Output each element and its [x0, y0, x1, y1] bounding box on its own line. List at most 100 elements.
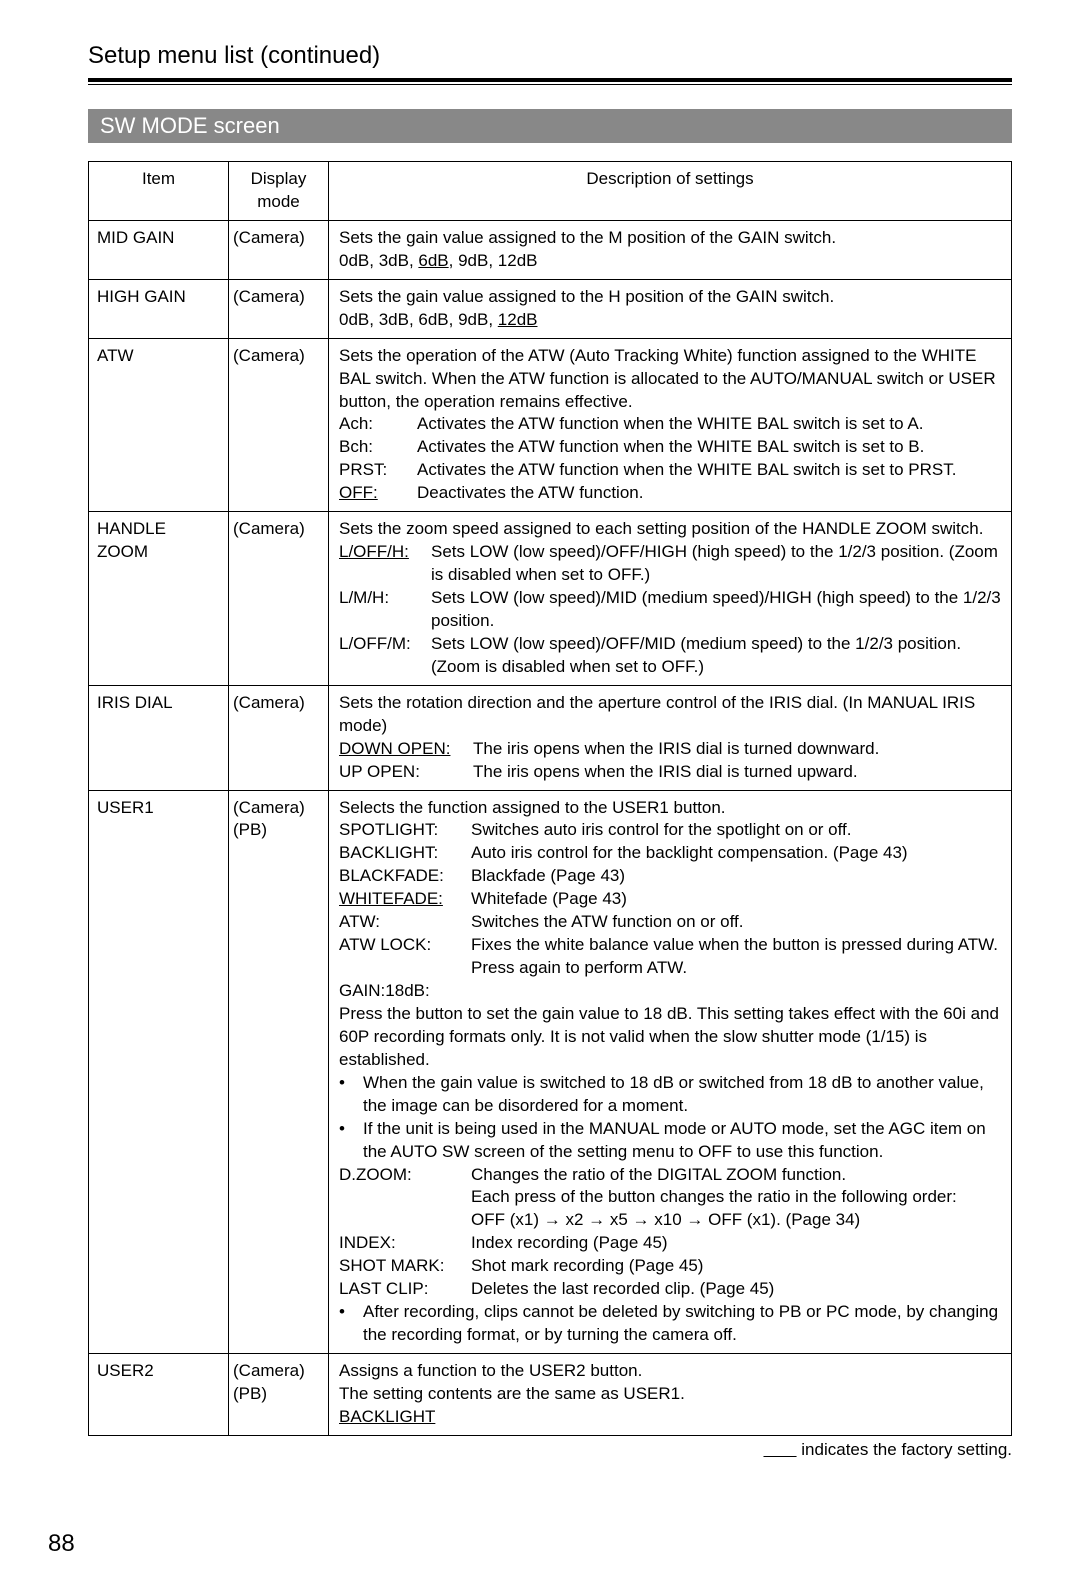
desc-val: After recording, clips cannot be deleted…	[363, 1301, 1001, 1347]
cell-item: MID GAIN	[89, 220, 229, 279]
desc-key: Ach:	[339, 413, 417, 436]
desc-val: If the unit is being used in the MANUAL …	[363, 1118, 1001, 1164]
desc-val: Switches the ATW function on or off.	[471, 911, 1001, 934]
desc-key: SPOTLIGHT:	[339, 819, 471, 842]
col-desc: Description of settings	[329, 162, 1012, 221]
desc-kv-row: D.ZOOM:Changes the ratio of the DIGITAL …	[339, 1164, 1001, 1187]
desc-key: WHITEFADE:	[339, 888, 471, 911]
desc-val: Shot mark recording (Page 45)	[471, 1255, 1001, 1278]
desc-kv-row: BACKLIGHT:Auto iris control for the back…	[339, 842, 1001, 865]
desc-val: Whitefade (Page 43)	[471, 888, 1001, 911]
footer-note: indicates the factory setting.	[88, 1440, 1012, 1460]
desc-kv-row: OFF (x1) → x2 → x5 → x10 → OFF (x1). (Pa…	[339, 1209, 1001, 1232]
desc-kv-row: SHOT MARK:Shot mark recording (Page 45)	[339, 1255, 1001, 1278]
desc-key: BLACKFADE:	[339, 865, 471, 888]
cell-mode: (Camera)	[229, 220, 329, 279]
desc-val: Activates the ATW function when the WHIT…	[417, 436, 1001, 459]
page-number: 88	[48, 1530, 1012, 1558]
desc-kv-row: PRST:Activates the ATW function when the…	[339, 459, 1001, 482]
table-body: MID GAIN(Camera)Sets the gain value assi…	[89, 220, 1012, 1435]
cell-item: ATW	[89, 338, 229, 512]
table-row: ATW(Camera)Sets the operation of the ATW…	[89, 338, 1012, 512]
col-item: Item	[89, 162, 229, 221]
desc-key: SHOT MARK:	[339, 1255, 471, 1278]
desc-kv-row: Each press of the button changes the rat…	[339, 1186, 1001, 1209]
desc-val: OFF (x1) → x2 → x5 → x10 → OFF (x1). (Pa…	[471, 1209, 1001, 1232]
desc-key: DOWN OPEN:	[339, 738, 473, 761]
desc-val: The iris opens when the IRIS dial is tur…	[473, 761, 1001, 784]
desc-kv-row: L/OFF/H:Sets LOW (low speed)/OFF/HIGH (h…	[339, 541, 1001, 587]
desc-kv-row: Ach:Activates the ATW function when the …	[339, 413, 1001, 436]
desc-line: Sets the gain value assigned to the M po…	[339, 227, 1001, 250]
col-mode: Display mode	[229, 162, 329, 221]
footer-blank	[763, 1440, 796, 1459]
table-header-row: Item Display mode Description of setting…	[89, 162, 1012, 221]
cell-item: USER1	[89, 790, 229, 1354]
desc-line: The setting contents are the same as USE…	[339, 1383, 1001, 1406]
desc-key: Bch:	[339, 436, 417, 459]
cell-mode: (Camera)	[229, 685, 329, 790]
cell-desc: Assigns a function to the USER2 button.T…	[329, 1354, 1012, 1436]
desc-kv-row: ATW LOCK:Fixes the white balance value w…	[339, 934, 1001, 980]
desc-key: L/OFF/M:	[339, 633, 431, 679]
desc-line: 0dB, 3dB, 6dB, 9dB, 12dB	[339, 250, 1001, 273]
desc-val: Sets LOW (low speed)/MID (medium speed)/…	[431, 587, 1001, 633]
settings-table: Item Display mode Description of setting…	[88, 161, 1012, 1436]
section-heading: SW MODE screen	[88, 109, 1012, 143]
desc-line: Assigns a function to the USER2 button.	[339, 1360, 1001, 1383]
desc-key	[339, 1186, 471, 1209]
cell-mode: (Camera) (PB)	[229, 790, 329, 1354]
desc-key: •	[339, 1301, 363, 1347]
cell-desc: Sets the gain value assigned to the M po…	[329, 220, 1012, 279]
cell-desc: Sets the operation of the ATW (Auto Trac…	[329, 338, 1012, 512]
table-row: HANDLE ZOOM(Camera)Sets the zoom speed a…	[89, 512, 1012, 686]
desc-line: Press the button to set the gain value t…	[339, 1003, 1001, 1072]
desc-key: •	[339, 1072, 363, 1118]
desc-kv-row: WHITEFADE:Whitefade (Page 43)	[339, 888, 1001, 911]
desc-key: INDEX:	[339, 1232, 471, 1255]
table-row: IRIS DIAL(Camera)Sets the rotation direc…	[89, 685, 1012, 790]
document-page: Setup menu list (continued) SW MODE scre…	[0, 0, 1080, 1588]
cell-mode: (Camera)	[229, 338, 329, 512]
desc-line: BACKLIGHT	[339, 1406, 1001, 1429]
desc-val: Fixes the white balance value when the b…	[471, 934, 1001, 980]
rule-thin	[88, 84, 1012, 85]
desc-line: Sets the rotation direction and the aper…	[339, 692, 1001, 738]
desc-key: •	[339, 1118, 363, 1164]
table-row: USER1(Camera) (PB)Selects the function a…	[89, 790, 1012, 1354]
desc-kv-row: Bch:Activates the ATW function when the …	[339, 436, 1001, 459]
desc-val: Auto iris control for the backlight comp…	[471, 842, 1001, 865]
page-title: Setup menu list (continued)	[88, 42, 1012, 70]
desc-kv-row: ATW:Switches the ATW function on or off.	[339, 911, 1001, 934]
desc-key: OFF:	[339, 482, 417, 505]
desc-line: Sets the operation of the ATW (Auto Trac…	[339, 345, 1001, 414]
cell-mode: (Camera)	[229, 512, 329, 686]
desc-line: Sets the gain value assigned to the H po…	[339, 286, 1001, 309]
desc-kv-row: DOWN OPEN:The iris opens when the IRIS d…	[339, 738, 1001, 761]
desc-kv-row: •If the unit is being used in the MANUAL…	[339, 1118, 1001, 1164]
cell-desc: Sets the zoom speed assigned to each set…	[329, 512, 1012, 686]
desc-key: BACKLIGHT:	[339, 842, 471, 865]
desc-val: Sets LOW (low speed)/OFF/MID (medium spe…	[431, 633, 1001, 679]
desc-key: UP OPEN:	[339, 761, 473, 784]
desc-val: Index recording (Page 45)	[471, 1232, 1001, 1255]
desc-key: D.ZOOM:	[339, 1164, 471, 1187]
table-row: HIGH GAIN(Camera)Sets the gain value ass…	[89, 279, 1012, 338]
desc-val: Activates the ATW function when the WHIT…	[417, 413, 1001, 436]
desc-val: Changes the ratio of the DIGITAL ZOOM fu…	[471, 1164, 1001, 1187]
desc-key: ATW:	[339, 911, 471, 934]
rule-thick	[88, 78, 1012, 82]
desc-kv-row: •When the gain value is switched to 18 d…	[339, 1072, 1001, 1118]
desc-val: Each press of the button changes the rat…	[471, 1186, 1001, 1209]
cell-item: HIGH GAIN	[89, 279, 229, 338]
desc-key: PRST:	[339, 459, 417, 482]
desc-kv-row: L/OFF/M:Sets LOW (low speed)/OFF/MID (me…	[339, 633, 1001, 679]
cell-item: IRIS DIAL	[89, 685, 229, 790]
desc-line: 0dB, 3dB, 6dB, 9dB, 12dB	[339, 309, 1001, 332]
desc-val: Deactivates the ATW function.	[417, 482, 1001, 505]
desc-line: Sets the zoom speed assigned to each set…	[339, 518, 1001, 541]
cell-desc: Sets the rotation direction and the aper…	[329, 685, 1012, 790]
desc-line: GAIN:18dB:	[339, 980, 1001, 1003]
desc-val: Deletes the last recorded clip. (Page 45…	[471, 1278, 1001, 1301]
desc-key: LAST CLIP:	[339, 1278, 471, 1301]
